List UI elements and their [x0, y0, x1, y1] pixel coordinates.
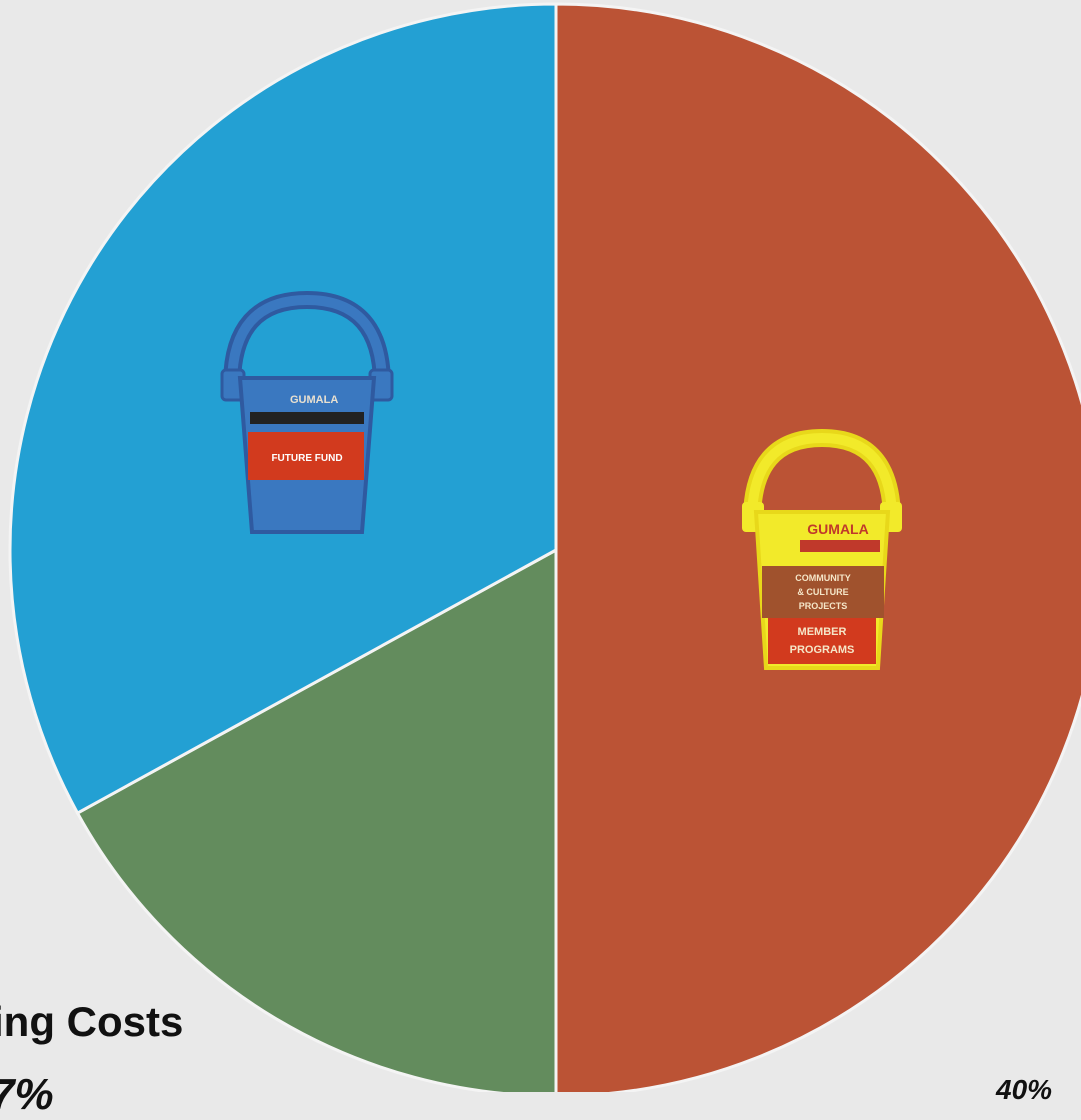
- future-fund-bucket-icon: GUMALA FUTURE FUND: [220, 290, 394, 534]
- pie-chart: GUMALA FUTURE FUND GUMALA COMMUNITY & CU…: [8, 2, 1081, 1092]
- member-bucket-line3: PROJECTS: [799, 601, 848, 611]
- member-bucket-line2: & CULTURE: [797, 587, 848, 597]
- member-bucket-line4: MEMBER: [798, 626, 847, 638]
- member-bucket-brand: GUMALA: [807, 521, 868, 537]
- costs-slice-percent: 7%: [0, 1070, 54, 1119]
- member-bucket-line5: PROGRAMS: [790, 644, 855, 656]
- costs-slice-label: ing Costs: [0, 998, 184, 1045]
- future-bucket-brand: GUMALA: [290, 394, 338, 406]
- pie-slice-costs: [75, 547, 558, 1092]
- member-bucket-line1: COMMUNITY: [795, 573, 851, 583]
- future-bucket-label: FUTURE FUND: [271, 453, 342, 464]
- member-slice-percent: 40%: [996, 1074, 1053, 1105]
- pie-slices: [8, 2, 1081, 1092]
- member-programs-bucket-icon: GUMALA COMMUNITY & CULTURE PROJECTS MEMB…: [742, 428, 902, 670]
